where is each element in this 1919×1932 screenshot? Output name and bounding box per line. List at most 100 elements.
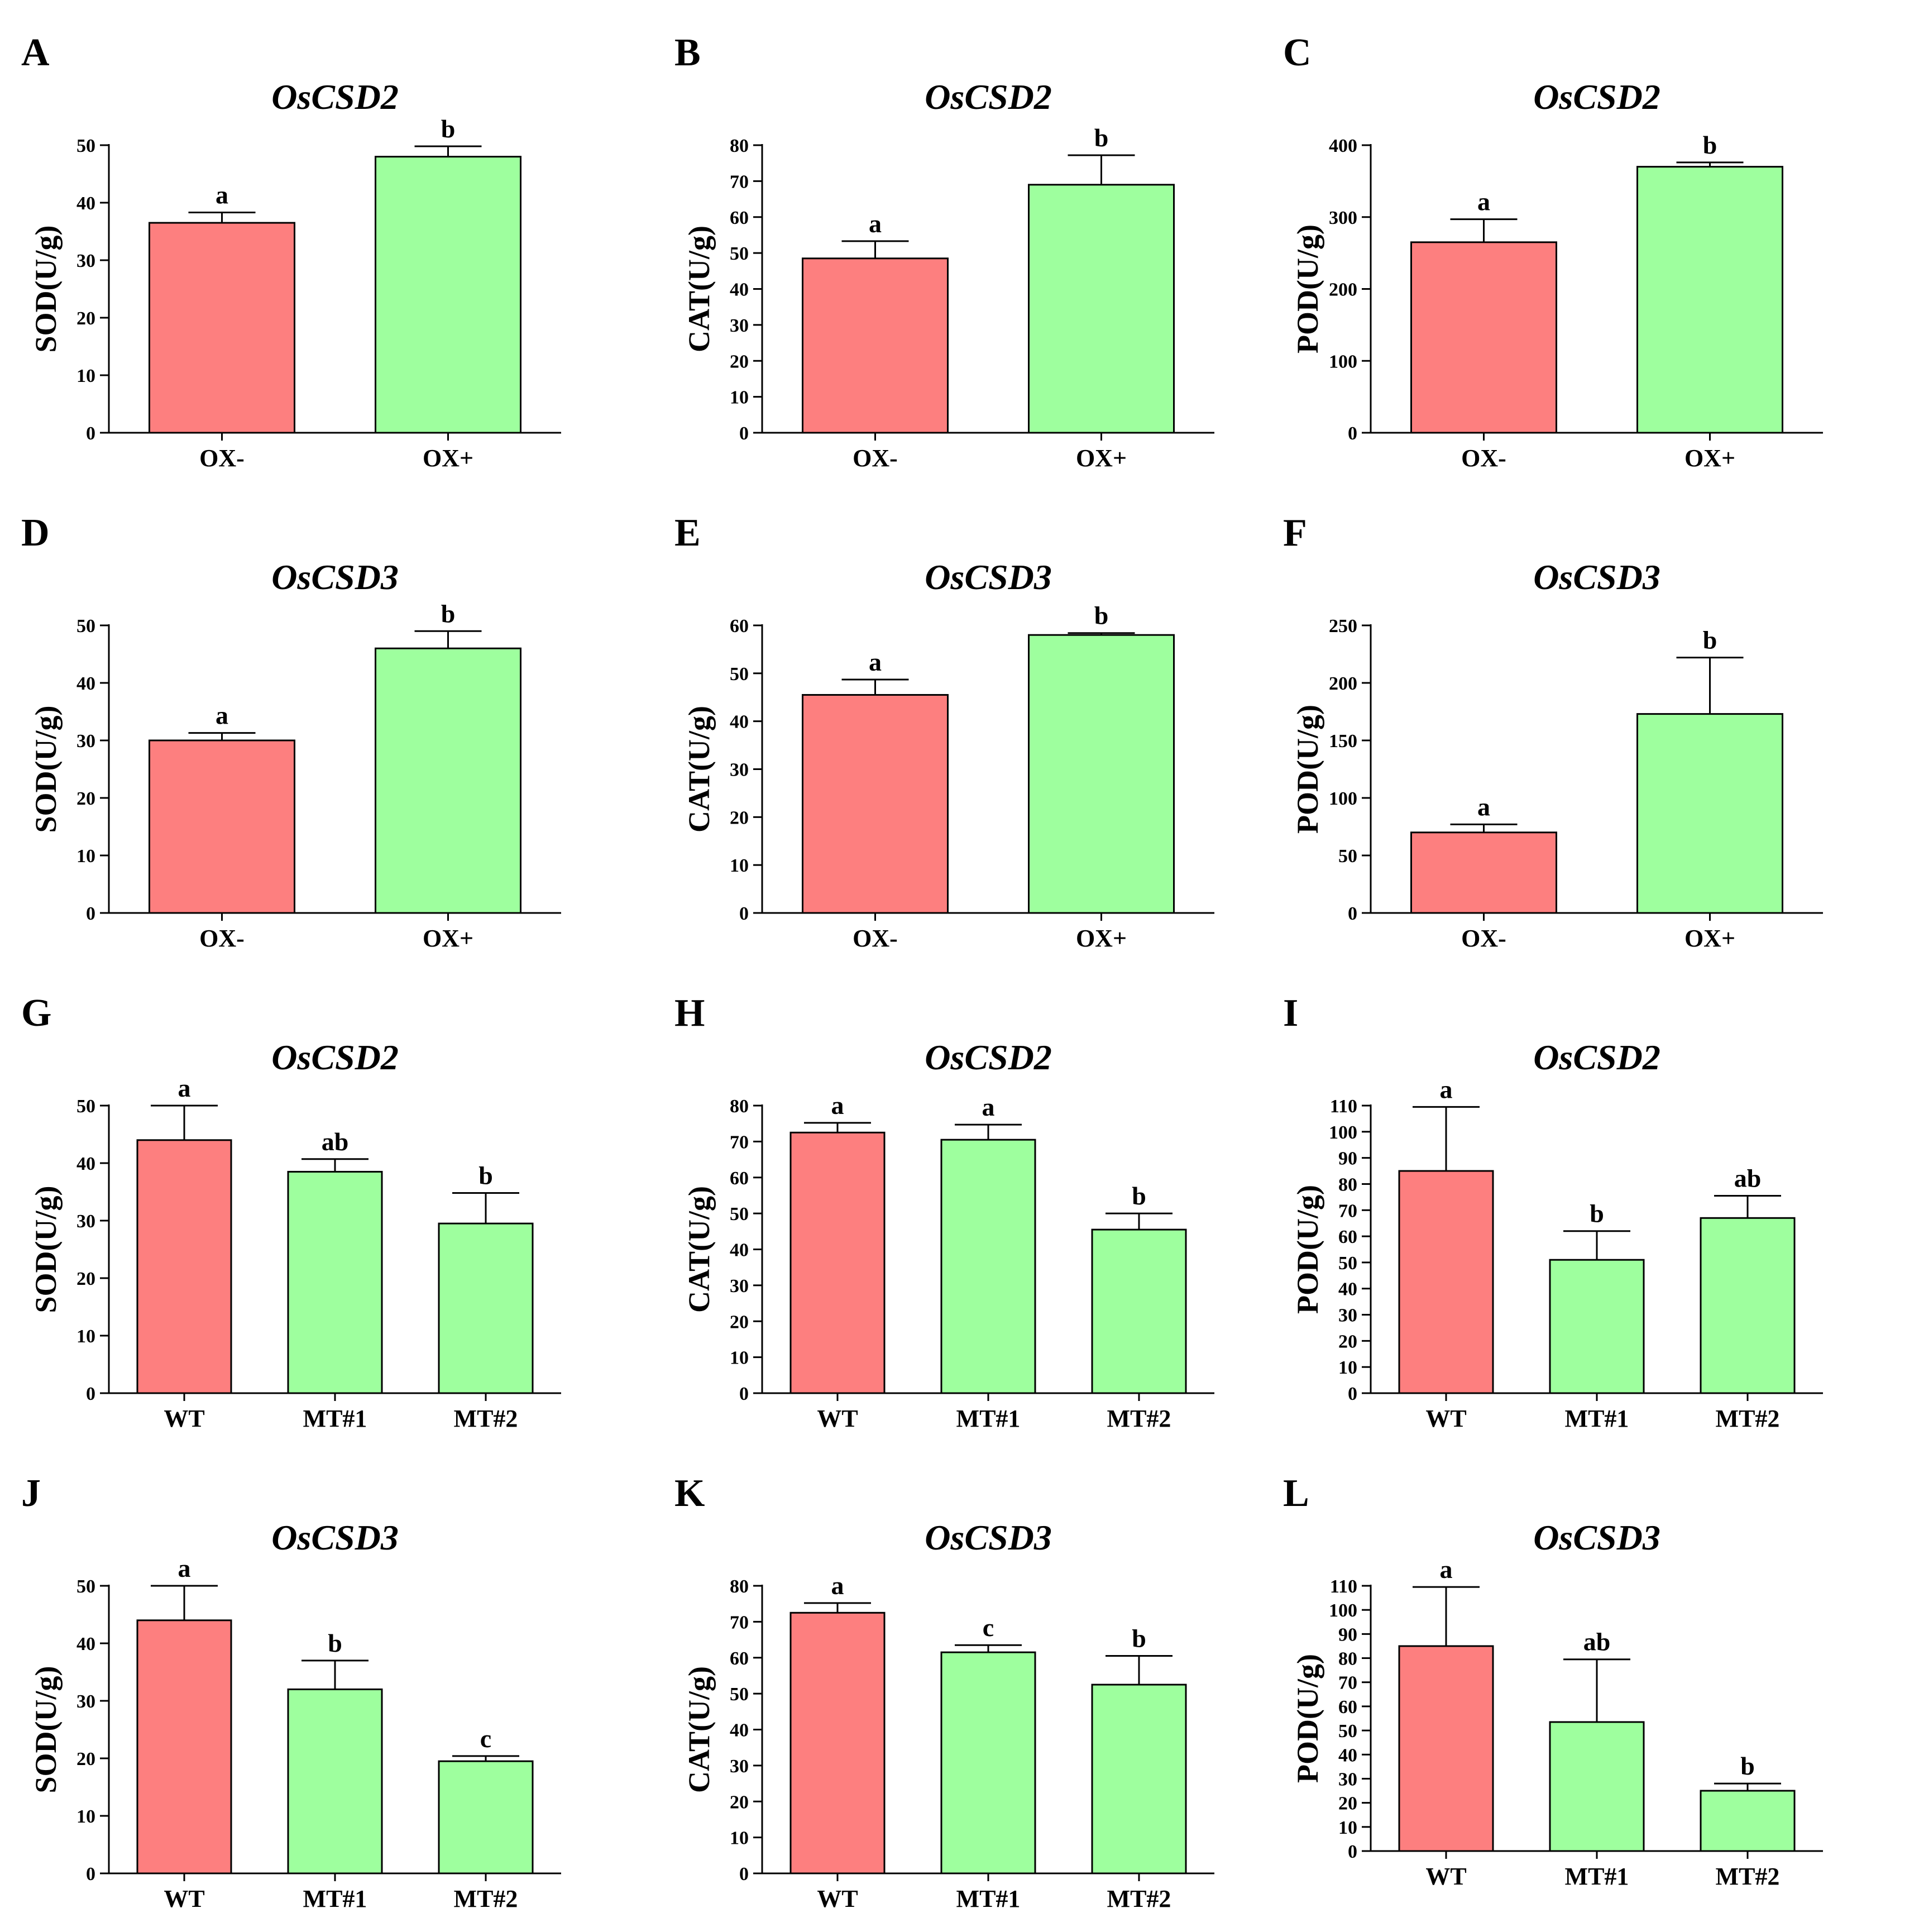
y-tick-label: 0 xyxy=(86,903,95,924)
chart-title: OsCSD3 xyxy=(1533,1518,1660,1557)
y-axis-label: CAT(U/g) xyxy=(682,226,716,352)
y-tick-label: 40 xyxy=(730,712,749,733)
significance-label: c xyxy=(983,1613,994,1642)
chart-c: OsCSD2 POD(U/g) 0 100 200 300 400 a OX-b OX+ xyxy=(1291,77,1823,472)
panel-letter: L xyxy=(1283,1472,1309,1515)
y-tick-label: 70 xyxy=(730,1612,749,1633)
y-axis-label: SOD(U/g) xyxy=(29,706,63,833)
chart-i: OsCSD2 POD(U/g) 0 10 20 30 40 50 60 70 80 90 100 110 a… xyxy=(1291,1037,1823,1432)
y-tick-label: 80 xyxy=(1338,1649,1357,1670)
significance-label: b xyxy=(1094,601,1109,630)
bar xyxy=(1398,1170,1494,1394)
x-tick-label: MT#2 xyxy=(1107,1885,1171,1912)
panel-i: I OsCSD2 POD(U/g) 0 10 20 30 40 50 60 70 80 90 100 11… xyxy=(1262,972,1901,1452)
y-tick-label: 50 xyxy=(76,616,95,637)
y-axis-label: POD(U/g) xyxy=(1291,224,1324,353)
bar xyxy=(1028,184,1175,434)
panel-g: G OsCSD2 SOD(U/g) 0 10 20 30 40 50 a WT ab MT#1 b MT#… xyxy=(0,972,639,1452)
panel-j: J OsCSD3 SOD(U/g) 0 10 20 30 40 50 a WT b MT#1 c MT#2 xyxy=(0,1452,639,1932)
y-tick-label: 30 xyxy=(730,315,749,336)
y-tick-label: 40 xyxy=(730,1720,749,1741)
significance-label: c xyxy=(480,1724,491,1753)
significance-label: a xyxy=(869,648,882,676)
y-axis-label: CAT(U/g) xyxy=(682,1666,716,1793)
chart-d: OsCSD3 SOD(U/g) 0 10 20 30 40 50 a OX-b OX+ xyxy=(29,557,561,952)
y-tick-label: 60 xyxy=(1338,1227,1357,1247)
x-tick-label: MT#1 xyxy=(956,1405,1021,1432)
panel-h: H OsCSD2 CAT(U/g) 0 10 20 30 40 50 60 70 80 a WT a MT#… xyxy=(653,972,1293,1452)
y-tick-label: 30 xyxy=(76,731,95,752)
significance-label: a xyxy=(216,701,228,730)
bar xyxy=(1410,241,1557,434)
x-tick-label: MT#1 xyxy=(303,1885,367,1912)
y-tick-label: 30 xyxy=(730,1756,749,1777)
panel-f: F OsCSD3 POD(U/g) 0 50 100 150 200 250 a OX-b OX+ xyxy=(1262,491,1901,972)
y-tick-label: 50 xyxy=(1338,1721,1357,1742)
x-tick-label: OX- xyxy=(1461,444,1506,472)
chart-title: OsCSD2 xyxy=(925,77,1052,117)
significance-label: b xyxy=(1132,1624,1146,1653)
significance-label: ab xyxy=(322,1127,349,1156)
chart-e: OsCSD3 CAT(U/g) 0 10 20 30 40 50 60 a OX-b OX+ xyxy=(682,557,1214,952)
y-tick-label: 40 xyxy=(730,1240,749,1261)
panel-d: D OsCSD3 SOD(U/g) 0 10 20 30 40 50 a OX-b OX+ xyxy=(0,491,639,972)
significance-label: b xyxy=(1703,626,1717,654)
y-tick-label: 0 xyxy=(739,903,749,924)
y-tick-label: 60 xyxy=(730,208,749,228)
y-tick-label: 100 xyxy=(1329,788,1357,809)
y-tick-label: 300 xyxy=(1329,208,1357,228)
significance-label: a xyxy=(1477,188,1490,216)
y-tick-label: 0 xyxy=(739,423,749,444)
x-tick-label: OX- xyxy=(199,925,245,952)
y-tick-label: 30 xyxy=(76,251,95,271)
chart-title: OsCSD2 xyxy=(1533,77,1660,117)
y-tick-label: 40 xyxy=(76,673,95,694)
panel-b: B OsCSD2 CAT(U/g) 0 10 20 30 40 50 60 70 80 a OX-b OX… xyxy=(653,11,1293,491)
y-tick-label: 70 xyxy=(730,171,749,192)
x-tick-label: OX- xyxy=(853,925,898,952)
y-tick-label: 30 xyxy=(1338,1305,1357,1326)
y-tick-label: 70 xyxy=(730,1132,749,1152)
panel-letter: H xyxy=(674,992,705,1035)
y-tick-label: 80 xyxy=(730,136,749,156)
y-tick-label: 20 xyxy=(730,1312,749,1332)
significance-label: a xyxy=(831,1091,844,1120)
significance-label: ab xyxy=(1583,1628,1611,1656)
y-tick-label: 10 xyxy=(730,855,749,876)
bar xyxy=(136,1139,232,1394)
chart-title: OsCSD3 xyxy=(271,557,399,597)
bar xyxy=(1549,1721,1645,1852)
y-tick-label: 20 xyxy=(76,1749,95,1770)
bar xyxy=(1091,1684,1187,1874)
significance-label: a xyxy=(869,209,882,238)
y-tick-label: 10 xyxy=(1338,1357,1357,1378)
y-tick-label: 10 xyxy=(76,1806,95,1827)
y-tick-label: 200 xyxy=(1329,280,1357,300)
y-tick-label: 100 xyxy=(1329,1122,1357,1143)
y-tick-label: 0 xyxy=(1348,1842,1357,1862)
y-tick-label: 50 xyxy=(730,1204,749,1225)
bar xyxy=(1549,1259,1645,1394)
y-tick-label: 20 xyxy=(730,1792,749,1813)
panel-letter: B xyxy=(674,31,701,74)
bar xyxy=(1636,166,1783,434)
bar xyxy=(375,156,521,434)
y-tick-label: 0 xyxy=(86,1864,95,1885)
y-tick-label: 100 xyxy=(1329,351,1357,372)
bar xyxy=(1636,713,1783,914)
y-tick-label: 400 xyxy=(1329,136,1357,156)
y-tick-label: 40 xyxy=(1338,1745,1357,1766)
y-tick-label: 0 xyxy=(86,423,95,444)
y-axis-label: CAT(U/g) xyxy=(682,1186,716,1313)
x-tick-label: MT#1 xyxy=(1565,1863,1629,1890)
bar xyxy=(287,1170,383,1394)
y-tick-label: 50 xyxy=(730,243,749,264)
y-tick-label: 10 xyxy=(730,388,749,408)
significance-label: b xyxy=(1132,1182,1146,1210)
y-axis-label: POD(U/g) xyxy=(1291,1654,1324,1783)
x-tick-label: MT#2 xyxy=(1107,1405,1171,1432)
significance-label: a xyxy=(178,1554,191,1582)
bar xyxy=(149,739,295,914)
significance-label: a xyxy=(831,1571,844,1600)
